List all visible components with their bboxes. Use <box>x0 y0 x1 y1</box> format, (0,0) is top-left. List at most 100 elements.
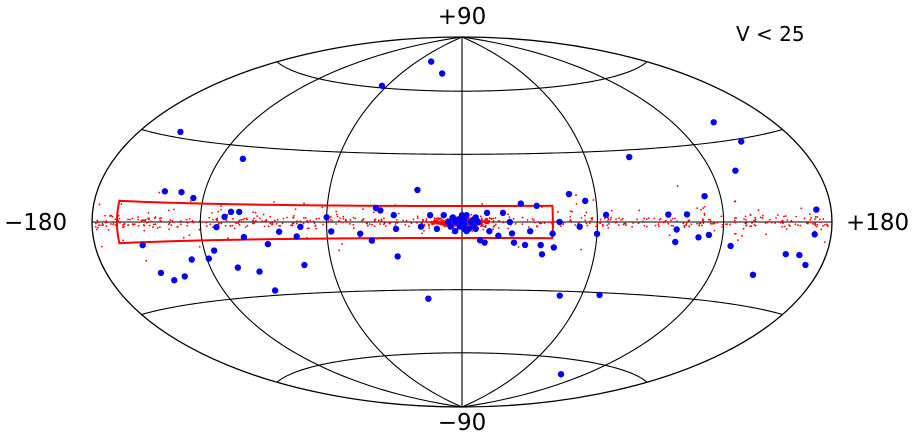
red-point <box>816 216 819 218</box>
red-point <box>533 219 535 222</box>
red-point <box>111 215 114 218</box>
red-point <box>716 221 719 224</box>
red-point <box>373 225 376 228</box>
red-point <box>703 212 706 215</box>
red-point <box>394 224 397 226</box>
red-point <box>662 221 665 224</box>
red-point <box>237 222 240 225</box>
red-point <box>137 218 140 221</box>
red-point <box>269 215 272 218</box>
red-point <box>102 224 105 226</box>
red-point <box>342 215 345 218</box>
red-point <box>574 224 577 226</box>
red-point <box>188 234 191 237</box>
red-point <box>422 218 424 221</box>
red-point <box>402 219 405 222</box>
red-point <box>141 219 144 222</box>
red-point <box>373 219 376 222</box>
red-point <box>205 221 208 224</box>
red-point <box>224 224 227 227</box>
red-point <box>216 217 219 220</box>
red-point <box>423 224 426 227</box>
red-point <box>318 217 320 220</box>
red-point <box>179 220 182 223</box>
red-point <box>360 220 363 223</box>
blue-point <box>517 200 524 207</box>
red-point <box>497 227 500 229</box>
red-point <box>696 222 698 225</box>
blue-point <box>236 208 243 216</box>
red-point <box>562 223 565 226</box>
red-point <box>383 217 385 220</box>
red-point <box>643 224 646 227</box>
blue-point <box>602 211 610 219</box>
red-point <box>539 222 541 225</box>
red-point <box>377 220 380 223</box>
blue-point <box>357 230 364 237</box>
red-point <box>352 223 355 226</box>
red-point <box>253 217 255 220</box>
blue-point <box>368 237 376 244</box>
red-point <box>659 217 662 220</box>
red-point <box>507 227 510 230</box>
blue-point <box>556 218 563 226</box>
red-point <box>396 221 399 224</box>
red-point <box>105 225 108 228</box>
red-point <box>242 218 244 221</box>
red-point <box>185 218 188 221</box>
red-point <box>137 216 139 218</box>
red-point <box>550 221 552 224</box>
red-point <box>820 221 822 224</box>
red-point <box>426 221 429 224</box>
red-point <box>440 219 442 222</box>
blue-point <box>275 228 283 235</box>
red-point <box>437 217 440 219</box>
red-point <box>671 217 674 220</box>
survey-region-box <box>115 199 554 245</box>
blue-point <box>499 209 507 217</box>
blue-point <box>526 228 534 235</box>
blue-point <box>239 155 247 163</box>
red-point <box>599 218 602 221</box>
red-point <box>636 218 638 221</box>
red-point <box>729 223 731 226</box>
red-point <box>208 216 211 219</box>
red-point <box>685 223 687 226</box>
red-point <box>97 221 99 224</box>
blue-point <box>593 230 601 238</box>
red-point <box>761 214 764 217</box>
red-point <box>238 219 241 222</box>
red-point <box>737 239 739 242</box>
red-point <box>199 219 201 222</box>
red-point <box>169 219 172 221</box>
red-point <box>443 223 446 226</box>
blue-point <box>390 211 397 219</box>
blue-point <box>710 119 717 126</box>
red-point <box>220 222 223 225</box>
red-point <box>483 225 486 228</box>
blue-point <box>392 225 400 233</box>
red-point <box>170 224 173 227</box>
red-point <box>302 222 305 225</box>
red-point <box>408 225 410 228</box>
red-point <box>757 209 760 212</box>
red-point <box>615 218 617 221</box>
red-point <box>98 224 101 227</box>
red-point <box>217 222 220 225</box>
blue-point <box>508 230 516 237</box>
red-point <box>709 220 712 223</box>
red-point <box>767 220 770 223</box>
blue-point <box>538 251 546 258</box>
blue-point <box>301 261 308 269</box>
red-point <box>107 229 110 231</box>
red-point <box>158 191 161 194</box>
top-axis-label: +90 <box>438 4 487 30</box>
red-point <box>580 248 583 251</box>
red-point <box>434 221 437 224</box>
red-point <box>606 224 609 227</box>
red-point <box>432 220 435 222</box>
blue-point <box>521 241 529 249</box>
red-point <box>789 225 791 227</box>
red-point <box>507 213 510 216</box>
red-point <box>362 208 364 211</box>
